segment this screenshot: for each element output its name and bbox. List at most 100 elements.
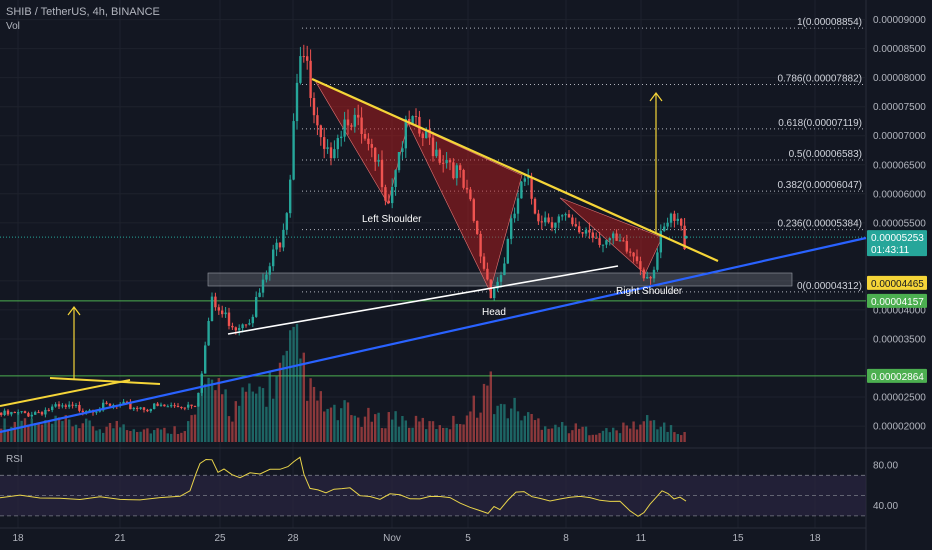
candle-body bbox=[472, 199, 475, 221]
candle-body bbox=[268, 266, 271, 275]
early-triangle-lower[interactable] bbox=[49, 377, 161, 385]
current-price-tag-bg bbox=[867, 230, 927, 257]
volume-bar bbox=[166, 433, 169, 442]
volume-bar bbox=[173, 426, 176, 442]
volume-bar bbox=[625, 425, 628, 442]
volume-bar bbox=[588, 435, 591, 442]
candle-body bbox=[448, 159, 452, 163]
candle-body bbox=[673, 213, 676, 221]
volume-bar bbox=[282, 355, 285, 442]
candle-body bbox=[530, 177, 533, 199]
candle-body bbox=[231, 325, 234, 328]
candle-body bbox=[363, 134, 367, 139]
volume-bar bbox=[540, 429, 543, 442]
head-label: Head bbox=[482, 307, 506, 318]
volume-bar bbox=[255, 393, 258, 442]
candle-body bbox=[676, 218, 679, 221]
early-triangle-upper[interactable] bbox=[0, 379, 131, 407]
price-tick-label: 0.00002500 bbox=[873, 393, 926, 404]
trend-drawings[interactable] bbox=[0, 77, 867, 434]
candle-body bbox=[370, 144, 373, 148]
volume-bar bbox=[51, 423, 54, 442]
volume-bar bbox=[530, 413, 533, 442]
ascending-support-line[interactable] bbox=[0, 236, 867, 434]
price-tick-label: 0.00004000 bbox=[873, 305, 926, 316]
volume-bar bbox=[438, 425, 441, 442]
volume-bar bbox=[221, 394, 224, 442]
candle-body bbox=[343, 119, 346, 137]
volume-bar bbox=[612, 427, 615, 442]
volume-bar bbox=[680, 435, 683, 442]
volume-bar bbox=[384, 428, 387, 442]
volume-bar bbox=[156, 428, 159, 442]
green-lower-tag: 0.00002864 bbox=[867, 368, 927, 383]
volume-bar bbox=[278, 362, 282, 442]
pattern-triangle bbox=[407, 122, 523, 293]
volume-bar bbox=[34, 423, 37, 442]
fib-level-label: 0.236(0.00005384) bbox=[777, 219, 862, 230]
candle-body bbox=[166, 406, 169, 408]
volume-bar bbox=[357, 417, 360, 442]
volume-bar bbox=[527, 412, 530, 442]
volume-bar bbox=[618, 433, 622, 442]
candle-body bbox=[680, 218, 683, 226]
time-tick-label: 11 bbox=[636, 533, 647, 544]
candle-body bbox=[578, 226, 581, 233]
candle-body bbox=[537, 213, 540, 222]
current-price-tag-text: 0.00005253 bbox=[871, 233, 924, 244]
symbol-title[interactable]: SHIB / TetherUS, 4h, BINANCE bbox=[6, 6, 160, 18]
candle-body bbox=[374, 147, 377, 162]
volume-bar bbox=[95, 430, 98, 442]
volume-bar bbox=[336, 420, 339, 442]
volume-bar bbox=[323, 411, 326, 442]
time-tick-label: 25 bbox=[214, 533, 226, 544]
volume-bar bbox=[550, 428, 554, 442]
descending-resistance-line[interactable] bbox=[311, 77, 719, 263]
candle-body bbox=[64, 405, 67, 407]
candle-body bbox=[204, 345, 207, 374]
candle-body bbox=[37, 412, 40, 414]
candle-body bbox=[289, 179, 292, 214]
candle-body bbox=[105, 402, 108, 404]
fib-level-label: 0(0.00004312) bbox=[797, 281, 862, 292]
candle-body bbox=[241, 324, 244, 329]
candle-body bbox=[251, 316, 254, 324]
volume-bar bbox=[61, 421, 64, 442]
volume-bar bbox=[244, 391, 248, 442]
fib-level-label: 1(0.00008854) bbox=[797, 17, 862, 28]
time-tick-label: Nov bbox=[383, 533, 401, 544]
candle-body bbox=[336, 138, 339, 150]
candle-body bbox=[632, 252, 635, 257]
volume-bar bbox=[411, 427, 414, 442]
candle-body bbox=[346, 119, 350, 126]
candle-body bbox=[125, 401, 129, 403]
candle-body bbox=[452, 162, 455, 179]
time-axis[interactable]: 18 21 25 28 Nov 5 8 11 15 18 bbox=[12, 533, 821, 544]
volume-bar bbox=[333, 404, 336, 442]
candle-body bbox=[6, 410, 10, 415]
volume-bar bbox=[506, 418, 509, 442]
candle-body bbox=[44, 409, 47, 415]
candle-body bbox=[499, 275, 503, 282]
candle-body bbox=[649, 276, 652, 279]
candle-body bbox=[520, 181, 523, 199]
candle-body bbox=[404, 118, 407, 149]
volume-bar bbox=[595, 434, 598, 442]
candle-body bbox=[306, 56, 309, 61]
candle-body bbox=[584, 230, 588, 234]
candle-body bbox=[360, 117, 363, 135]
volume-bar bbox=[486, 385, 489, 442]
candle-body bbox=[170, 405, 173, 407]
candle-body bbox=[292, 121, 295, 180]
volume-bar bbox=[13, 421, 16, 442]
neckline[interactable] bbox=[227, 265, 619, 335]
volume-bar bbox=[544, 426, 547, 442]
candle-body bbox=[30, 414, 33, 417]
candle-body bbox=[295, 82, 299, 122]
volume-bar bbox=[261, 388, 265, 442]
candle-body bbox=[278, 242, 282, 248]
volume-bar bbox=[499, 403, 503, 442]
